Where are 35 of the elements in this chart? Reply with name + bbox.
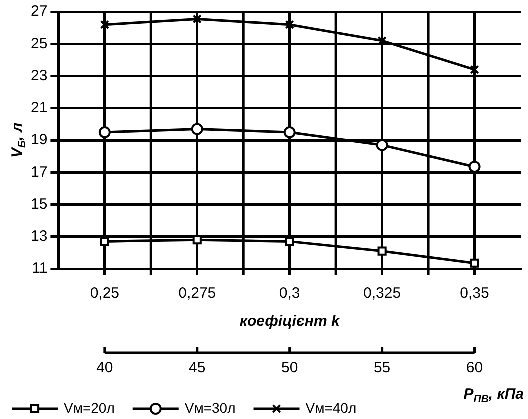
x-tick-label: 0,35 bbox=[460, 285, 490, 302]
point bbox=[98, 126, 111, 138]
legend-label: Vм=40л bbox=[306, 400, 357, 416]
x-tick-label: 0,275 bbox=[178, 285, 216, 302]
x-axis-title: коефіцієнт k bbox=[240, 313, 340, 330]
y-tick-label: 13 bbox=[30, 228, 48, 246]
point bbox=[285, 237, 294, 246]
y-tick-label: 15 bbox=[30, 196, 48, 213]
point bbox=[100, 20, 110, 30]
point bbox=[100, 237, 110, 246]
point bbox=[192, 14, 202, 24]
x2-tick-label: 40 bbox=[96, 360, 114, 377]
legend-label: Vм=20л bbox=[64, 400, 115, 416]
y-tick-label: 17 bbox=[30, 164, 48, 181]
x2-tick-label: 50 bbox=[282, 360, 298, 377]
y-tick-label: 21 bbox=[30, 100, 48, 117]
y-tick-label: 11 bbox=[32, 260, 48, 278]
x2-tick-label: 45 bbox=[189, 360, 206, 377]
x-tick-label: 0,325 bbox=[364, 285, 402, 302]
y-tick-label: 25 bbox=[30, 35, 48, 52]
point bbox=[378, 246, 387, 256]
point bbox=[191, 123, 204, 136]
x2-tick-label: 60 bbox=[466, 360, 484, 377]
y-tick-label: 19 bbox=[30, 132, 48, 149]
x-tick-label: 0,3 bbox=[279, 285, 300, 302]
point bbox=[284, 126, 296, 138]
x2-tick-label: 55 bbox=[374, 360, 391, 377]
point bbox=[470, 258, 480, 268]
point bbox=[285, 20, 294, 30]
y-tick-label: 23 bbox=[30, 67, 48, 84]
y-tick-label: 27 bbox=[30, 3, 48, 20]
point bbox=[470, 65, 480, 74]
legend-label: Vм=30л bbox=[184, 400, 236, 416]
x-tick-label: 0,25 bbox=[90, 285, 120, 302]
y-axis-title: VБ, л bbox=[9, 122, 28, 158]
